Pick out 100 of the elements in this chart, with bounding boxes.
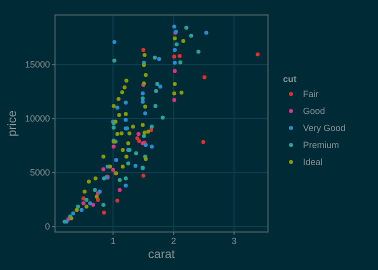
point bbox=[96, 198, 100, 202]
legend-label: Good bbox=[303, 106, 326, 116]
point bbox=[124, 112, 128, 116]
point bbox=[115, 132, 120, 136]
point bbox=[124, 78, 128, 83]
point bbox=[189, 34, 194, 38]
point bbox=[178, 54, 182, 58]
point bbox=[81, 201, 86, 206]
point bbox=[150, 144, 154, 149]
point bbox=[152, 56, 157, 60]
point bbox=[140, 123, 145, 128]
x-axis-title: carat bbox=[148, 247, 176, 261]
point bbox=[82, 190, 87, 194]
point bbox=[118, 178, 122, 182]
point bbox=[101, 202, 106, 207]
point bbox=[172, 98, 176, 102]
point bbox=[120, 131, 124, 136]
point bbox=[143, 111, 148, 116]
point bbox=[144, 73, 148, 78]
point bbox=[76, 204, 80, 209]
legend-label: Fair bbox=[303, 89, 318, 99]
point bbox=[92, 188, 97, 192]
legend-title: cut bbox=[283, 74, 297, 84]
point bbox=[154, 89, 158, 94]
point bbox=[172, 60, 177, 65]
point bbox=[124, 100, 128, 105]
point bbox=[114, 158, 118, 162]
point bbox=[124, 154, 128, 159]
point bbox=[116, 96, 121, 101]
point bbox=[127, 131, 132, 136]
point bbox=[120, 90, 124, 94]
point bbox=[146, 130, 150, 134]
point bbox=[160, 116, 165, 120]
point bbox=[112, 126, 116, 130]
point bbox=[142, 130, 147, 135]
point bbox=[179, 90, 184, 95]
point bbox=[174, 42, 179, 46]
point bbox=[172, 48, 177, 52]
x-tick-label: 1 bbox=[110, 236, 116, 246]
legend-label: Ideal bbox=[303, 157, 323, 167]
point bbox=[153, 104, 158, 108]
point bbox=[141, 48, 146, 52]
point bbox=[80, 208, 84, 212]
point bbox=[172, 91, 176, 96]
point bbox=[172, 36, 177, 40]
x-tick-label: 2 bbox=[171, 236, 176, 246]
point bbox=[126, 141, 130, 146]
point bbox=[202, 75, 206, 80]
point bbox=[126, 161, 130, 166]
point bbox=[172, 82, 177, 86]
point bbox=[184, 26, 188, 30]
point bbox=[133, 164, 138, 168]
point bbox=[88, 201, 92, 206]
point bbox=[115, 106, 120, 110]
point bbox=[256, 52, 260, 56]
point bbox=[172, 24, 176, 29]
point bbox=[155, 82, 160, 86]
point bbox=[158, 84, 162, 89]
point bbox=[120, 148, 125, 152]
point bbox=[140, 91, 145, 96]
point bbox=[84, 198, 88, 202]
point bbox=[140, 96, 145, 100]
point bbox=[81, 196, 86, 200]
point bbox=[108, 164, 112, 169]
y-tick-label: 5000 bbox=[30, 168, 50, 178]
point bbox=[111, 168, 116, 172]
point bbox=[172, 69, 177, 74]
point bbox=[86, 180, 91, 184]
point bbox=[178, 60, 182, 64]
y-tick-label: 15000 bbox=[24, 60, 50, 70]
point bbox=[140, 100, 145, 104]
point bbox=[118, 188, 122, 192]
point bbox=[112, 104, 116, 108]
point bbox=[115, 198, 120, 203]
y-tick-label: 10000 bbox=[24, 114, 50, 124]
point bbox=[204, 30, 208, 35]
point bbox=[141, 174, 146, 178]
point bbox=[143, 104, 148, 109]
point bbox=[124, 118, 128, 122]
y-tick-label: 0 bbox=[44, 222, 50, 232]
point bbox=[120, 164, 125, 169]
point bbox=[124, 184, 128, 188]
point bbox=[112, 40, 116, 44]
point bbox=[142, 134, 146, 138]
legend-label: Very Good bbox=[303, 123, 346, 133]
point bbox=[137, 138, 142, 143]
point bbox=[201, 140, 206, 144]
y-axis-title: price bbox=[5, 110, 19, 137]
point bbox=[101, 154, 106, 159]
point bbox=[157, 57, 162, 62]
point bbox=[122, 85, 127, 90]
point bbox=[101, 167, 106, 172]
point bbox=[131, 124, 136, 129]
point bbox=[142, 53, 147, 58]
point bbox=[117, 112, 122, 117]
point bbox=[136, 132, 141, 136]
x-tick-label: 3 bbox=[232, 236, 237, 246]
point bbox=[172, 54, 176, 59]
point bbox=[112, 144, 116, 149]
point bbox=[181, 39, 186, 44]
